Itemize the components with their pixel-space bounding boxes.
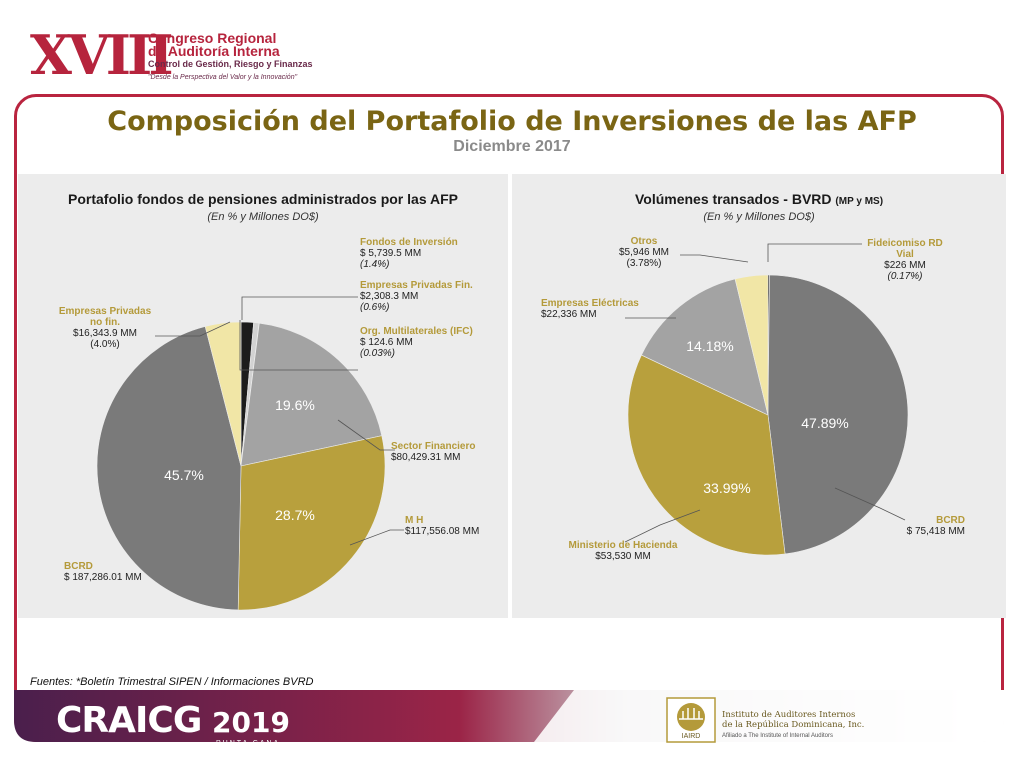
label-fide-value: $226 MM	[884, 260, 926, 271]
right-chart-subtitle: (En % y Millones DO$)	[703, 211, 815, 223]
footer-band	[14, 690, 1004, 742]
label-fondos-value: $ 5,739.5 MM	[360, 248, 422, 259]
institute-name-line-2: de la República Dominicana, Inc.	[722, 720, 865, 730]
label-fondos: Fondos de Inversión $ 5,739.5 MM (1.4%)	[360, 237, 458, 270]
label-fondos-pct: (1.4%)	[360, 259, 390, 270]
leader-sector	[337, 419, 395, 451]
label-epnf-name-1: Empresas Privadas	[58, 306, 152, 317]
label-sector-value: $80,429.31 MM	[391, 452, 461, 463]
event-logo-text: CRAICG	[56, 700, 202, 741]
label-epf: Empresas Privadas Fin. $2,308.3 MM (0.6%…	[360, 280, 473, 313]
label-fide-pct: (0.17%)	[887, 271, 923, 282]
label-org-pct: (0.03%)	[360, 348, 396, 359]
event-year: 2019	[212, 706, 290, 739]
logo-line-1: Congreso Regional	[148, 30, 277, 46]
right-pie-slice-ministerio-de-hacienda	[627, 354, 786, 556]
label-ee: Empresas Eléctricas $22,336 MM	[541, 298, 639, 320]
institute-emblem-icon: IAIRD	[666, 697, 716, 743]
label-epf-pct: (0.6%)	[360, 302, 390, 313]
right-pie-slice-otros	[734, 274, 769, 416]
left-pie-slice-label-5: 28.7%	[275, 507, 315, 523]
slide-title: Composición del Portafolio de Inversione…	[107, 106, 917, 137]
left-chart-subtitle: (En % y Millones DO$)	[207, 211, 319, 223]
leader-epnf	[155, 321, 231, 337]
leader-fondos	[241, 296, 358, 320]
label-bcrd-right-value: $ 75,418 MM	[906, 526, 965, 537]
left-pie-slice-label-4: 19.6%	[275, 397, 315, 413]
leader-fide	[767, 243, 862, 262]
institute-badge-text: IAIRD	[682, 733, 701, 740]
leader-lines	[155, 243, 906, 546]
left-pie-slice-label-6: 45.7%	[164, 467, 204, 483]
slide-subtitle: Diciembre 2017	[453, 138, 571, 155]
label-org: Org. Multilaterales (IFC) $ 124.6 MM (0.…	[360, 326, 473, 359]
right-pie-slice-label-4: 14.18%	[686, 338, 733, 354]
label-mh-right-name: Ministerio de Hacienda	[568, 540, 678, 551]
left-pie-slice-empresas-privadas-no-fin	[204, 321, 242, 467]
label-otros-value: $5,946 MM	[618, 247, 670, 258]
left-pie-slice-m-h	[237, 435, 386, 611]
right-chart-title-suffix: (MP y MS)	[835, 196, 884, 207]
label-epnf-pct: (4.0%)	[90, 339, 120, 350]
left-chart-title: Portafolio fondos de pensiones administr…	[68, 191, 458, 207]
label-mh-left-name: M H	[405, 515, 424, 526]
label-fide: Fideicomiso RD Vial $226 MM (0.17%)	[862, 238, 948, 282]
logo-line-2: de Auditoría Interna	[148, 43, 280, 59]
label-bcrd-left: BCRD $ 187,286.01 MM	[64, 561, 142, 583]
institute-name: Instituto de Auditores Internos de la Re…	[722, 710, 864, 730]
label-otros-name: Otros	[630, 236, 658, 247]
label-bcrd-left-value: $ 187,286.01 MM	[64, 572, 142, 583]
label-otros-pct: (3.78%)	[626, 258, 662, 269]
right-pie-chart: 47.89% 33.99% 14.18%	[627, 274, 909, 556]
leader-mh	[349, 529, 404, 546]
leader-bcrd-right	[834, 487, 906, 521]
label-fondos-name: Fondos de Inversión	[360, 237, 458, 248]
label-mh-right-value: $53,530 MM	[595, 551, 651, 562]
label-org-name: Org. Multilaterales (IFC)	[360, 326, 473, 337]
leader-otros	[680, 254, 749, 263]
right-chart-title: Volúmenes transados - BVRD (MP y MS)	[512, 191, 1006, 207]
right-pie-slice-label-3: 33.99%	[703, 480, 750, 496]
sources-note: Fuentes: *Boletín Trimestral SIPEN / Inf…	[30, 676, 314, 688]
label-otros: Otros $5,946 MM (3.78%)	[612, 236, 676, 269]
label-sector: Sector Financiero $80,429.31 MM	[391, 441, 475, 463]
label-epf-value: $2,308.3 MM	[360, 291, 419, 302]
institute-affiliation: Afiliado a The Institute of Internal Aud…	[722, 733, 833, 739]
label-bcrd-right-name: BCRD	[936, 515, 965, 526]
label-fide-name: Fideicomiso RD Vial	[867, 238, 943, 260]
label-mh-right: Ministerio de Hacienda $53,530 MM	[558, 540, 688, 562]
left-pie-slice-sector-financiero	[240, 322, 383, 467]
logo-line-3: Control de Gestión, Riesgo y Finanzas	[148, 59, 313, 69]
label-sector-name: Sector Financiero	[391, 441, 476, 452]
label-mh-left-value: $117,556.08 MM	[405, 526, 480, 537]
label-epnf-name-2: no fin.	[90, 317, 120, 328]
label-org-value: $ 124.6 MM	[360, 337, 413, 348]
logo-roman-numeral: XVIII	[30, 23, 174, 87]
label-bcrd-right: BCRD $ 75,418 MM	[895, 515, 965, 537]
label-ee-value: $22,336 MM	[541, 309, 597, 320]
right-pie-slice-bcrd	[767, 274, 909, 555]
right-chart-title-main: Volúmenes transados - BVRD	[634, 191, 832, 207]
label-epnf-value: $16,343.9 MM	[73, 328, 137, 339]
label-mh-left: M H $117,556.08 MM	[405, 515, 479, 537]
institute-name-line-1: Instituto de Auditores Internos	[722, 710, 856, 720]
logo-text: Congreso Regional de Auditoría Interna C…	[148, 30, 313, 84]
label-ee-name: Empresas Eléctricas	[541, 298, 639, 309]
logo-line-4: "Desde la Perspectiva del Valor y la Inn…	[148, 74, 298, 81]
label-bcrd-left-name: BCRD	[64, 561, 93, 572]
event-place: PUNTA CANA	[216, 740, 281, 747]
right-pie-slice-label-2: 47.89%	[801, 415, 848, 431]
right-pie-slice-empresas-el-ctricas	[641, 278, 769, 416]
label-epf-name: Empresas Privadas Fin.	[360, 280, 473, 291]
leader-org	[239, 320, 358, 371]
left-pie-slice-bcrd	[96, 326, 242, 611]
left-pie-chart: 19.6% 28.7% 45.7%	[96, 321, 386, 611]
leader-mh-right	[624, 509, 701, 543]
label-epnf: Empresas Privadas no fin. $16,343.9 MM (…	[50, 306, 160, 350]
